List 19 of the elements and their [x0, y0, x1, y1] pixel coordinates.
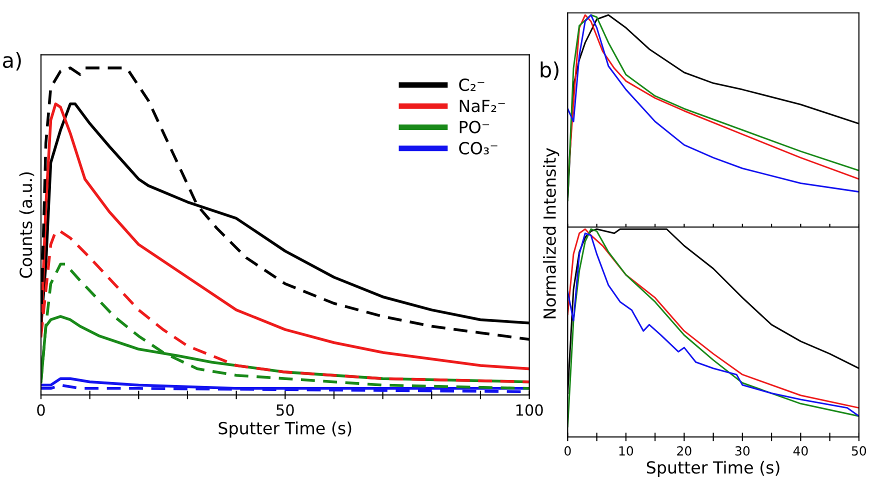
x-tick-label: 0 [564, 446, 571, 456]
x-tick-label: 0 [37, 404, 45, 416]
legend-label: C₂⁻ [459, 78, 484, 92]
x-tick-label: 40 [793, 446, 808, 456]
x-tick-label: 50 [276, 404, 294, 416]
text: b) [540, 61, 558, 80]
legend-label: PO⁻ [460, 120, 490, 134]
x-tick-label: 100 [516, 404, 543, 416]
legend-label: NaF₂⁻ [460, 100, 505, 112]
x-tick-label: 50 [852, 446, 866, 456]
text: a) [2, 52, 21, 71]
legend-label: CO₃⁻ [459, 142, 498, 154]
x-tick-label: 30 [735, 446, 750, 456]
x-axis-title: Sputter Time (s) [218, 422, 352, 438]
x-tick-label: 10 [619, 446, 634, 456]
y-axis-title: Normalized Intensity [543, 148, 560, 318]
y-axis-title: Counts (a.u.) [19, 172, 34, 278]
x-axis-title: Sputter Time (s) [646, 460, 780, 477]
x-tick-label: 20 [677, 446, 692, 456]
